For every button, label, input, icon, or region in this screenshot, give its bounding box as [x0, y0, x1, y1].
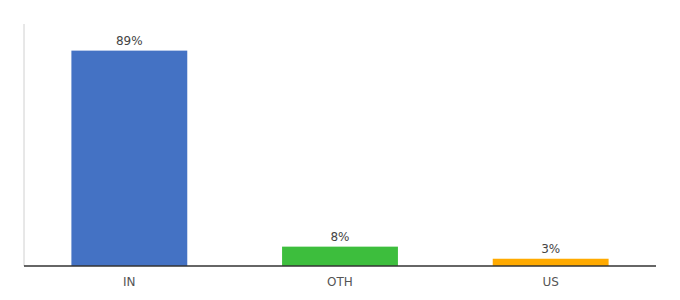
- data-label: 89%: [116, 34, 143, 48]
- bar: [493, 259, 609, 266]
- x-tick-label: IN: [123, 275, 136, 289]
- data-label: 8%: [330, 230, 349, 244]
- y-axis-line: [24, 24, 25, 266]
- x-tick-label: US: [542, 275, 558, 289]
- bars: [71, 51, 608, 266]
- bar: [282, 247, 398, 266]
- x-axis-line: [24, 265, 656, 267]
- chart-container: IN OTH US 89% 8% 3%: [0, 0, 680, 300]
- bar: [71, 51, 187, 266]
- x-tick-label: OTH: [327, 275, 353, 289]
- chart: IN OTH US 89% 8% 3%: [0, 0, 680, 300]
- data-label: 3%: [541, 242, 560, 256]
